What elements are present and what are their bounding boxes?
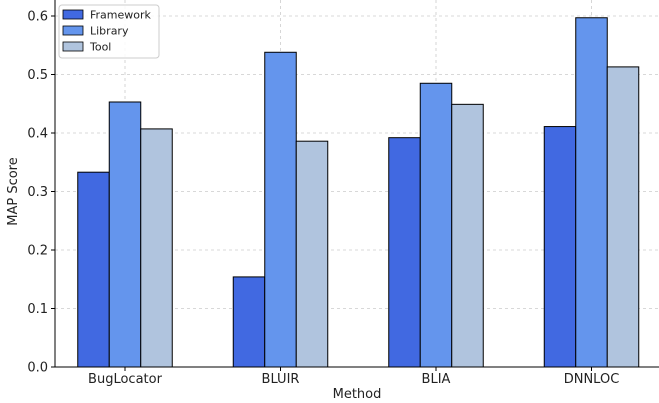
bar-framework-blia [388,137,421,368]
legend-swatch [62,25,84,36]
x-tick-label: DNNLOC [564,372,620,387]
legend-box [58,4,160,59]
bar-library-buglocator [108,101,142,368]
y-tick-label: 0.5 [27,68,48,83]
bar-library-bluir [264,51,297,368]
x-axis-label: Method [333,387,382,402]
x-tick-label: BugLocator [88,372,163,387]
bar-library-dnnloc [575,17,608,368]
legend-swatch [62,9,84,20]
y-tick-labels: 0.0 0.1 0.2 0.3 0.4 0.5 0.6 [27,10,55,376]
bar-tool-bluir [295,140,329,368]
y-tick-label: 0.0 [27,361,48,376]
bar-tool-blia [451,103,484,368]
legend-label: Framework [90,9,152,22]
bar-tool-dnnloc [606,66,640,368]
x-tick-labels: BugLocator BLUIR BLIA DNNLOC [88,367,619,387]
bar-framework-buglocator [77,171,110,368]
legend-label: Library [90,25,129,38]
legend-label: Tool [89,41,111,54]
y-axis-label: MAP Score [6,157,21,226]
legend-swatch [62,41,84,52]
bar-tool-buglocator [140,128,173,368]
axes [54,0,659,368]
x-tick-label: BLUIR [262,372,300,387]
bar-library-blia [419,82,453,368]
bar-framework-bluir [232,276,266,368]
bar-framework-dnnloc [543,126,577,368]
y-tick-label: 0.3 [27,185,48,200]
y-tick-label: 0.4 [27,127,48,142]
y-tick-label: 0.6 [27,10,48,25]
x-tick-label: BLIA [422,372,451,387]
bars [77,17,640,368]
y-tick-label: 0.1 [27,302,48,317]
legend: Framework Library Tool [58,4,160,59]
y-tick-label: 0.2 [27,244,48,259]
